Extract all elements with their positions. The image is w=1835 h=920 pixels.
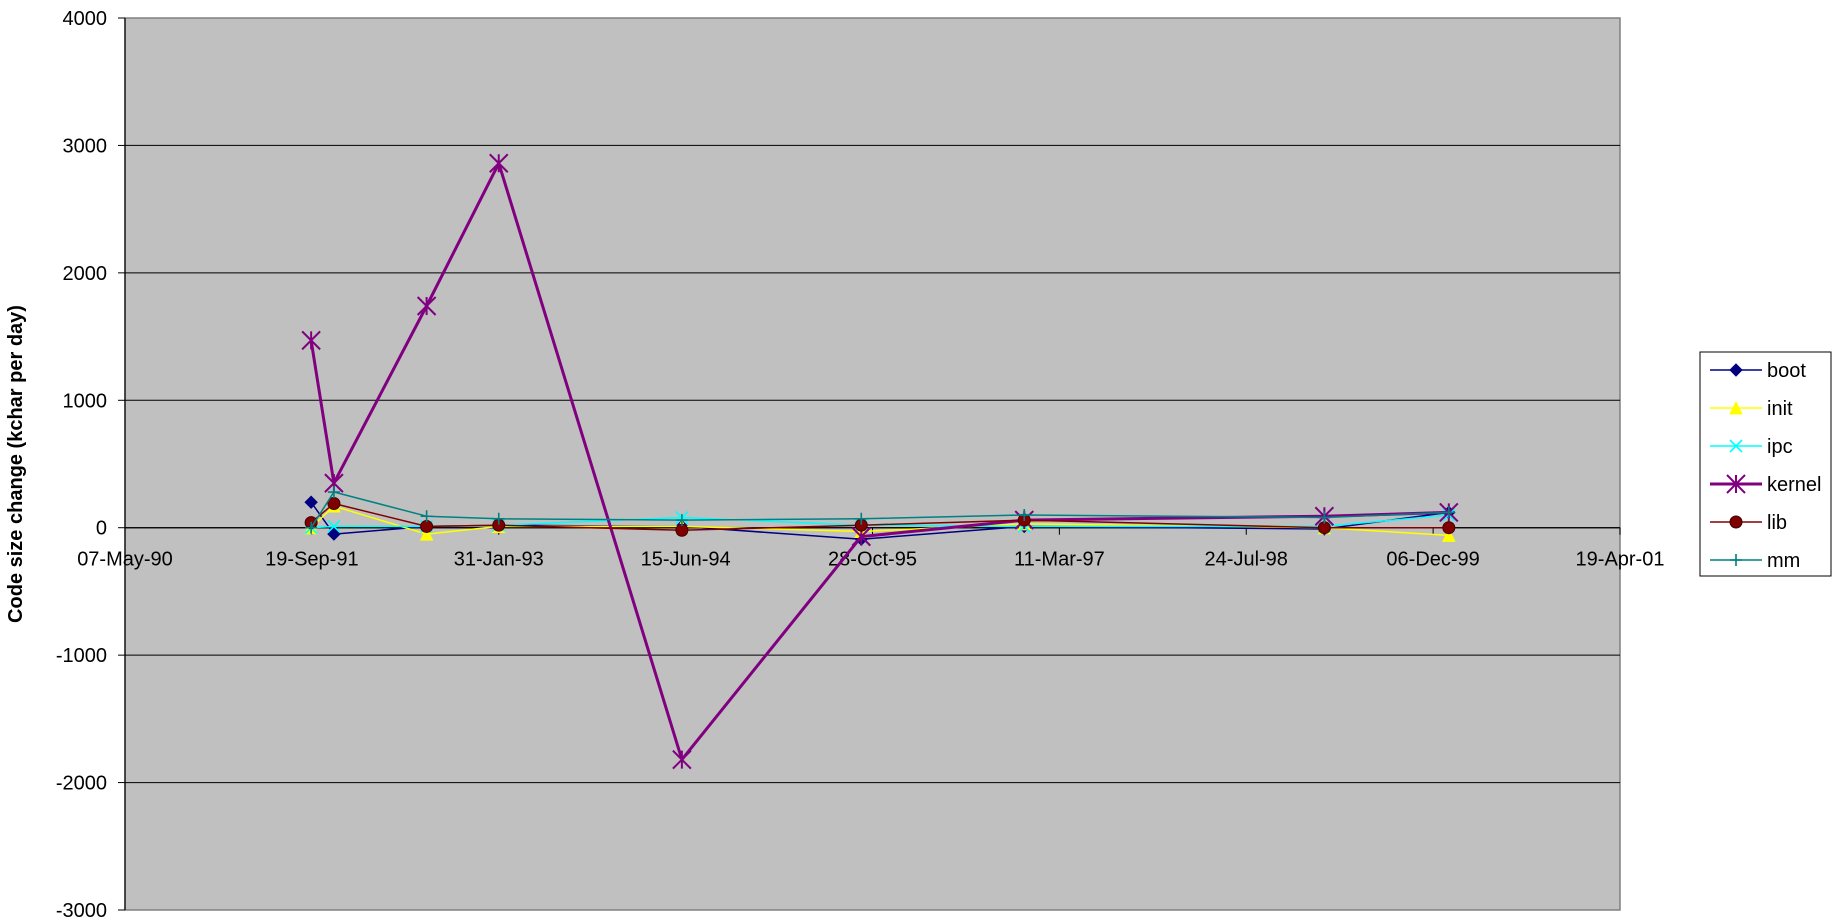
mm-point [327,486,340,499]
boot-point [327,527,341,541]
legend: boot init ipc kernel lib mm [1699,351,1832,577]
mm-point [1442,506,1455,519]
legend-label: boot [1767,360,1806,382]
legend-marker [1726,474,1746,494]
mm-point [305,521,318,534]
lib-point [1442,521,1456,535]
mm-point [1318,511,1331,524]
legend-label: ipc [1767,436,1793,458]
mm-point [675,514,688,527]
plot-area [124,17,1621,911]
legend-item-mm: mm [1710,550,1800,572]
legend-label: lib [1767,512,1787,534]
series-lib [304,497,1456,537]
y-tick-label: 1000 [63,390,108,412]
legend-item-kernel: kernel [1710,474,1821,496]
legend-item-lib: lib [1710,512,1787,534]
mm-point [1018,508,1031,521]
y-tick-label: 0 [96,518,107,540]
x-tick-label: 28-Oct-95 [828,549,917,571]
mm-point [492,512,505,525]
x-tick-label: 15-Jun-94 [641,549,731,571]
x-tick-label: 06-Dec-99 [1386,549,1479,571]
legend-marker [1729,363,1743,377]
kernel-point [301,330,321,351]
kernel-point [416,296,437,316]
legend-label: kernel [1767,474,1821,496]
series-mm [305,486,1455,534]
mm-point [855,512,868,525]
x-tick-label: 19-Apr-01 [1576,549,1665,571]
kernel-point [672,749,692,770]
x-tick-label: 31-Jan-93 [454,549,544,571]
y-axis-title: Code size change (kchar per day) [5,305,27,623]
y-tick-label: 3000 [63,135,108,157]
legend-item-ipc: ipc [1710,436,1793,458]
legend-item-init: init [1710,398,1793,420]
x-axis-ticks: 07-May-90 19-Sep-91 31-Jan-93 15-Jun-94 28-O… [77,527,1665,571]
boot-point [304,495,318,509]
legend-marker [1729,439,1743,453]
y-axis-ticks: -3000 -2000 -1000 0 1000 2000 3000 4000 [56,8,125,920]
y-tick-label: -2000 [56,773,107,795]
mm-point [420,510,433,523]
legend-marker [1730,554,1742,566]
legend-marker [1729,515,1743,529]
x-tick-label: 19-Sep-91 [265,549,358,571]
y-tick-label: -3000 [56,900,107,920]
legend-marker [1729,400,1743,415]
x-tick-label: 07-May-90 [77,549,173,571]
init-point [419,526,434,541]
init-point [1442,528,1456,542]
ipc-point [327,519,341,534]
legend-label: init [1767,398,1793,420]
legend-label: mm [1767,550,1800,572]
kernel-point [489,153,509,173]
legend-item-boot: boot [1710,360,1806,382]
x-tick-label: 24-Jul-98 [1205,549,1288,571]
y-tick-label: -1000 [56,645,107,667]
y-tick-label: 4000 [63,8,108,30]
x-tick-label: 11-Mar-97 [1014,549,1105,571]
legend-box [1699,351,1832,577]
y-tick-label: 2000 [63,263,108,285]
series-layer [301,153,1459,770]
